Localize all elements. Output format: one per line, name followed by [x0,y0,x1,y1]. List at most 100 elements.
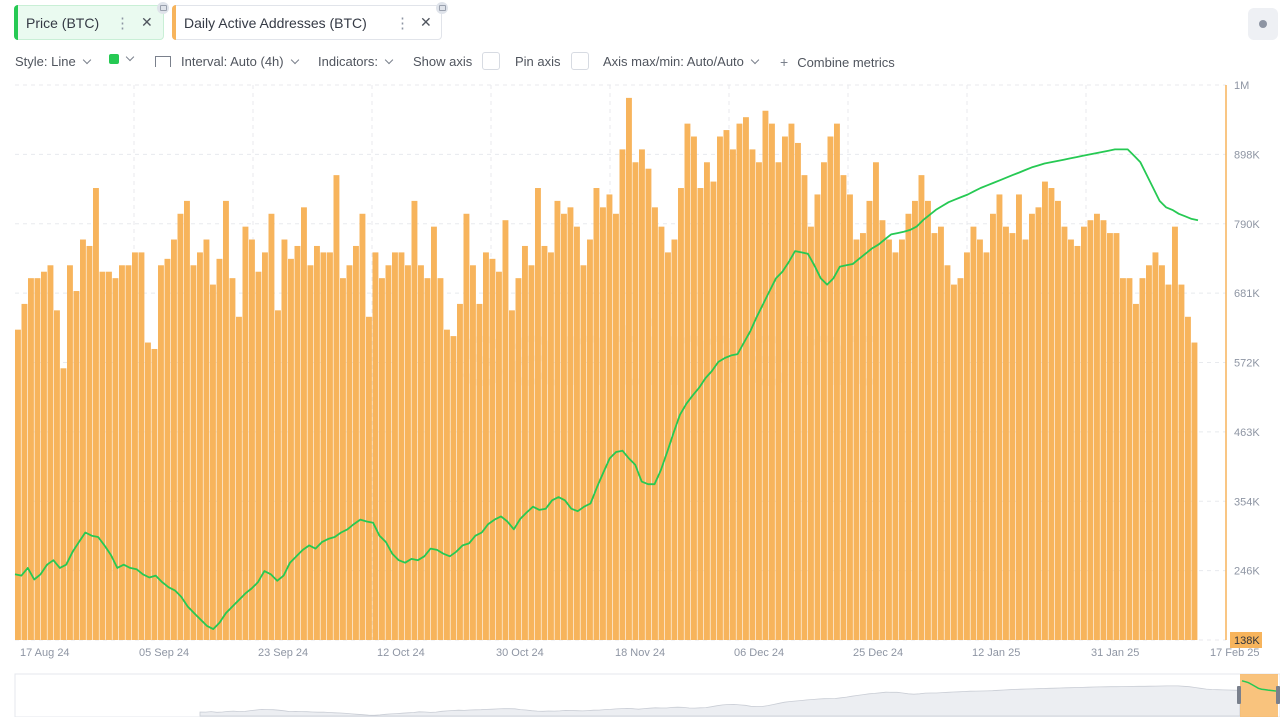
bar [327,252,333,640]
x-tick-label: 31 Jan 25 [1091,647,1139,659]
bar [86,245,93,640]
bar [509,310,515,640]
ruler-icon [155,56,171,67]
axis-maxmin-label: Axis max/min: Auto/Auto [603,54,744,69]
bar [372,252,379,640]
bar [528,265,535,640]
bar [1113,233,1120,640]
pin-axis-toggle[interactable]: Pin axis [515,52,589,70]
bar [1016,194,1022,640]
options-button[interactable] [1248,8,1278,40]
bar [697,188,704,640]
bar [626,97,632,640]
bar [470,265,476,640]
tab-price-close-icon[interactable]: ✕ [141,14,153,30]
bar [405,265,411,640]
y-tick-label: 572K [1234,358,1260,370]
tab-daa-close-icon[interactable]: ✕ [420,14,432,30]
bar [710,181,717,640]
bar [691,136,697,640]
bar [28,278,34,640]
bar [853,239,860,640]
tab-price-label: Price (BTC) [26,14,100,31]
bar [1074,245,1081,640]
bar [359,213,366,640]
style-dropdown[interactable]: Style: Line [15,54,91,69]
bar [658,226,665,640]
bar [1087,220,1094,640]
bar [1133,303,1139,640]
pin-axis-checkbox[interactable] [570,52,589,70]
bar [463,213,470,640]
bar [1048,188,1055,640]
y-axis-ticks: 1M 898K 790K 681K 572K 463K 354K 246K 138K [1230,80,1262,648]
combine-metrics-label: Combine metrics [797,54,895,70]
interval-label: Interval: Auto (4h) [181,54,284,69]
y-tick-label: 138K [1234,635,1260,647]
bar [1100,220,1107,640]
y-tick-label: 681K [1234,288,1260,300]
bar [1172,226,1178,640]
combine-metrics-button[interactable]: + Combine metrics [780,54,895,70]
bar [223,200,229,640]
bar [613,213,619,640]
bar [216,258,223,640]
bar [814,194,821,640]
y-tick-label: 1M [1234,80,1249,92]
bar [821,162,827,640]
bar [535,188,541,640]
metric-tab-daily-active-addresses[interactable]: Daily Active Addresses (BTC) ⋮ ✕ [172,2,448,40]
bar [1042,181,1048,640]
bar [268,213,275,640]
navigator-handle-left[interactable] [1237,686,1241,704]
bar [47,265,54,640]
bar [93,188,99,640]
bar [431,226,437,640]
indicators-dropdown[interactable]: Indicators: [318,54,394,69]
bar [106,271,112,640]
bar [951,284,957,640]
bar [249,239,255,640]
bar [184,200,190,640]
bar [782,136,788,640]
bar [132,252,138,640]
pin-axis-label: Pin axis [515,53,561,69]
tab-price-lock-icon[interactable] [157,2,169,14]
navigator-window[interactable] [1240,674,1278,717]
bar [242,226,249,640]
bar [34,278,41,640]
indicators-label: Indicators: [318,54,378,69]
show-axis-checkbox[interactable] [482,52,501,70]
bar [73,291,80,640]
metric-tab-price[interactable]: Price (BTC) ⋮ ✕ [14,2,169,40]
y-tick-label: 354K [1234,496,1260,508]
bar [145,342,151,640]
tab-daa-menu-icon[interactable]: ⋮ [395,14,410,32]
bar [957,278,964,640]
bar [619,149,626,640]
tab-price-menu-icon[interactable]: ⋮ [115,14,130,32]
bar [970,226,977,640]
tab-daa-lock-icon[interactable] [436,2,448,14]
y-tick-label: 246K [1234,566,1260,578]
bar [1035,207,1042,640]
bar [1159,265,1165,640]
bar [15,329,21,640]
x-tick-label: 18 Nov 24 [615,647,665,659]
x-tick-label: 06 Dec 24 [734,647,784,659]
bar [138,252,145,640]
bar [593,188,600,640]
interval-dropdown[interactable]: Interval: Auto (4h) [155,54,299,69]
line-series-price [14,148,1199,630]
bar [203,239,210,640]
color-picker[interactable] [109,52,135,64]
bar [775,162,782,640]
navigator-handle-right[interactable] [1276,686,1280,704]
show-axis-toggle[interactable]: Show axis [413,52,501,70]
bar [366,316,372,640]
axis-maxmin-dropdown[interactable]: Axis max/min: Auto/Auto [603,54,760,69]
show-axis-label: Show axis [413,53,473,69]
bar [1068,239,1074,640]
navigator-preview [199,685,1241,717]
